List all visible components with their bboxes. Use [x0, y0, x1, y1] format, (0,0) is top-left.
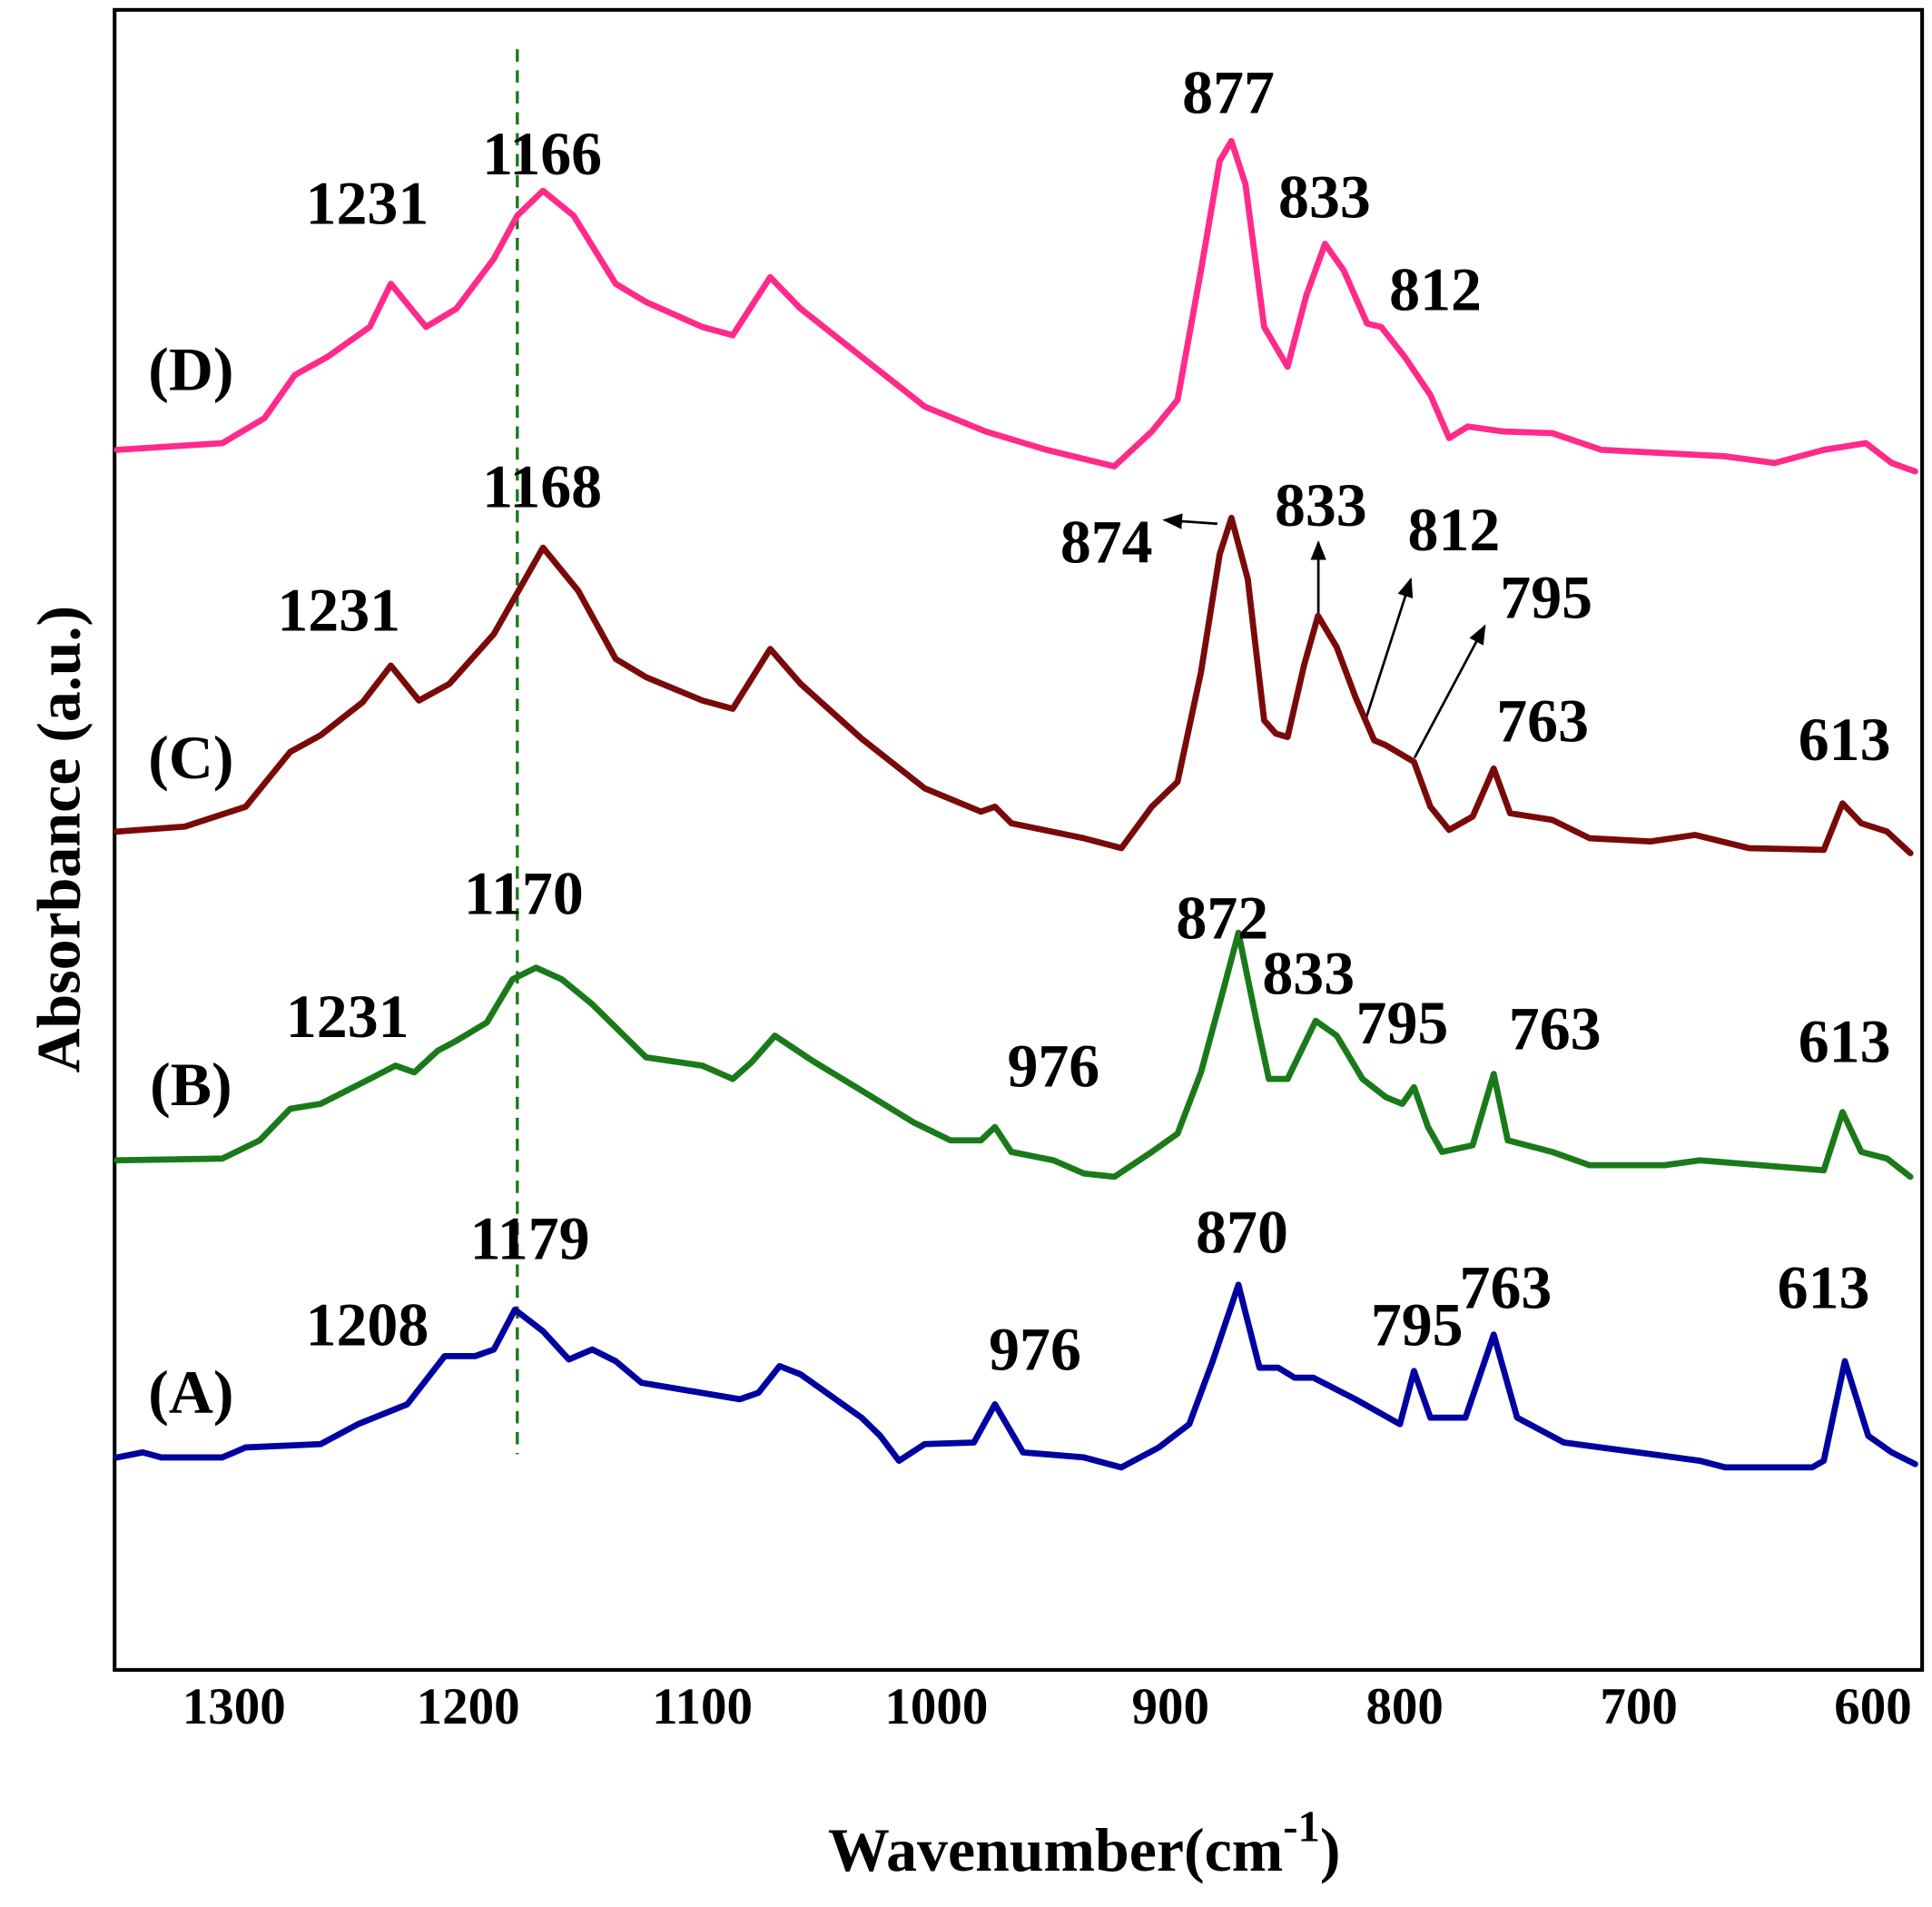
peak-label: 1168 — [482, 453, 602, 521]
peak-label: 763 — [1496, 687, 1589, 755]
spectrum-line — [113, 514, 1914, 856]
x-tick-label: 800 — [1365, 1678, 1443, 1735]
peak-label: 1166 — [482, 120, 602, 188]
peak-label: 795 — [1356, 989, 1449, 1057]
peak-label: 613 — [1778, 1254, 1870, 1322]
peak-label: 1231 — [286, 983, 409, 1051]
arrow — [1162, 513, 1217, 529]
spectrum-line — [113, 1281, 1918, 1471]
peak-label: 833 — [1278, 163, 1371, 232]
peak-label: 812 — [1408, 496, 1501, 564]
x-axis-label-close: ) — [1320, 1816, 1341, 1884]
x-tick-label: 1000 — [884, 1678, 988, 1735]
arrow — [1413, 624, 1486, 759]
series-label: (A) — [148, 1359, 233, 1427]
peak-label: 795 — [1371, 1290, 1464, 1359]
peak-label: 874 — [1060, 509, 1153, 577]
series-label: (D) — [148, 336, 233, 404]
spectrum-line — [113, 929, 1914, 1181]
peak-label: 870 — [1196, 1199, 1288, 1267]
peak-label: 763 — [1460, 1254, 1552, 1322]
peak-label: 613 — [1799, 1007, 1891, 1075]
peak-label: 872 — [1176, 884, 1268, 953]
x-tick-label: 600 — [1834, 1678, 1911, 1735]
peak-label: 976 — [989, 1316, 1081, 1384]
x-axis-label: Wavenumber(cm-1) — [828, 1802, 1340, 1885]
x-tick-label: 1300 — [182, 1678, 286, 1735]
arrows — [1162, 513, 1486, 759]
x-axis-label-sup: -1 — [1283, 1802, 1320, 1852]
peak-label: 1231 — [277, 576, 400, 644]
x-tick-label: 1100 — [652, 1678, 753, 1735]
peak-label: 833 — [1262, 940, 1355, 1008]
x-tick-label: 900 — [1132, 1678, 1209, 1735]
peak-label: 1179 — [470, 1204, 590, 1272]
spectrum-line — [113, 137, 1918, 475]
x-tick-label: 700 — [1600, 1678, 1677, 1735]
peak-label: 795 — [1500, 564, 1592, 632]
peak-label: 763 — [1509, 995, 1602, 1063]
peak-label: 613 — [1799, 706, 1891, 774]
peak-label: 976 — [1007, 1032, 1099, 1100]
arrow — [1364, 577, 1414, 722]
peak-label: 1231 — [306, 169, 429, 237]
series-label: (C) — [148, 724, 233, 792]
peak-label: 833 — [1275, 471, 1367, 539]
peak-label: 877 — [1182, 58, 1275, 126]
series-label: (B) — [150, 1051, 232, 1119]
y-axis-label: Absorbance (a.u.) — [25, 606, 94, 1073]
x-tick-label: 1200 — [417, 1678, 520, 1735]
plot-frame — [113, 7, 1925, 1672]
peak-label: 1208 — [306, 1290, 429, 1359]
peak-label: 812 — [1389, 255, 1482, 323]
x-axis-label-main: Wavenumber(cm — [828, 1816, 1283, 1884]
peak-label: 1170 — [464, 859, 584, 927]
